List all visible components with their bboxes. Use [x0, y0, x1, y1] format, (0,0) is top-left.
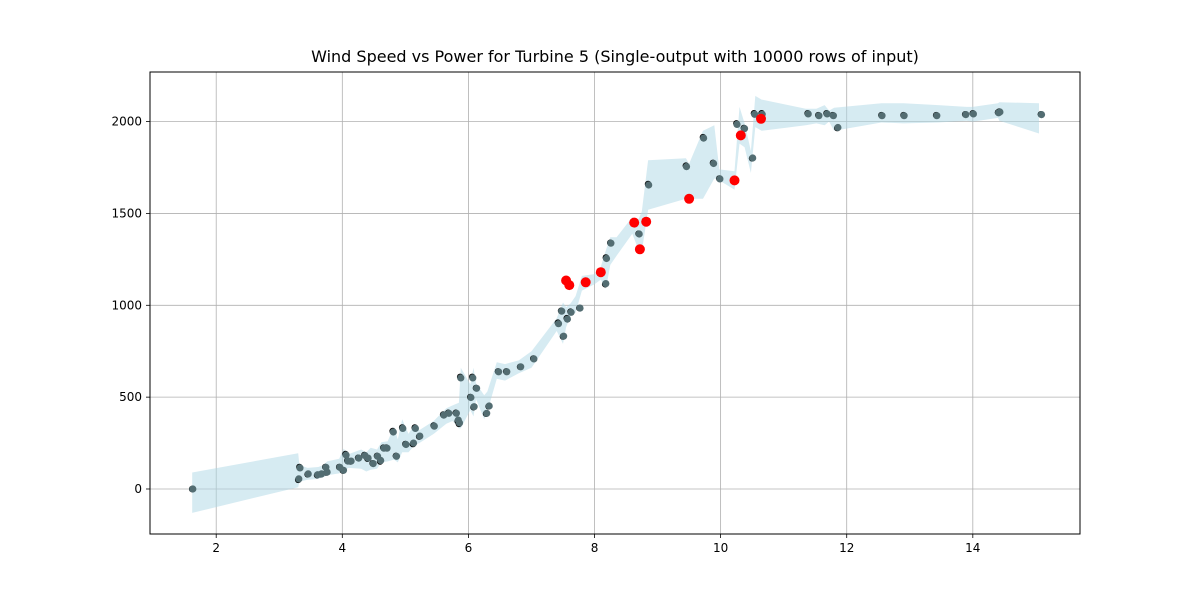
- x-tick-label: 8: [591, 541, 599, 555]
- highlight-point: [684, 193, 695, 204]
- predicted-point: [383, 444, 391, 452]
- highlight-point: [595, 267, 606, 278]
- predicted-point: [829, 112, 838, 120]
- predicted-point: [347, 457, 355, 465]
- predicted-point: [342, 451, 350, 459]
- predicted-point: [969, 110, 978, 118]
- x-tick-label: 2: [212, 541, 220, 555]
- predicted-point: [470, 403, 478, 411]
- predicted-point: [399, 424, 407, 432]
- predicted-point: [402, 440, 410, 449]
- x-tick-label: 6: [465, 541, 473, 555]
- predicted-point: [445, 409, 453, 417]
- predicted-point: [317, 470, 326, 478]
- predicted-point: [682, 163, 691, 171]
- x-tick-label: 10: [713, 541, 728, 555]
- predicted-point: [878, 112, 886, 120]
- highlight-point: [629, 217, 640, 228]
- highlight-point: [729, 175, 740, 186]
- highlight-point: [634, 244, 645, 255]
- predicted-point: [295, 475, 303, 483]
- predicted-point: [503, 368, 511, 376]
- predicted-point: [602, 280, 610, 288]
- predicted-point: [563, 315, 572, 323]
- predicted-point: [416, 432, 424, 440]
- predicted-point: [457, 374, 465, 382]
- predicted-point: [392, 452, 401, 460]
- y-tick-label: 1000: [111, 298, 142, 312]
- predicted-point: [700, 134, 708, 142]
- plot-frame: [149, 71, 1081, 535]
- highlight-point: [564, 280, 575, 291]
- predicted-point: [996, 108, 1004, 116]
- predicted-point: [576, 304, 584, 312]
- y-tick-label: 0: [134, 482, 142, 496]
- predicted-point: [530, 355, 538, 363]
- predicted-point: [733, 120, 741, 128]
- y-tick-label: 1500: [111, 206, 142, 220]
- predicted-point: [554, 320, 563, 328]
- predicted-point: [804, 110, 812, 118]
- highlight-point: [735, 130, 746, 141]
- band-layer: [192, 95, 1039, 513]
- predicted-point: [473, 384, 481, 392]
- predicted-point: [1037, 111, 1046, 119]
- predicted-point: [815, 112, 823, 120]
- predicted-point: [409, 439, 418, 447]
- predicted-point: [452, 409, 460, 417]
- y-tick-label: 500: [119, 390, 142, 404]
- predicted-point: [455, 419, 464, 427]
- predicted-point: [517, 363, 525, 371]
- predicted-point: [962, 111, 970, 119]
- predicted-point: [716, 175, 724, 183]
- highlight-point: [756, 113, 766, 124]
- predicted-point: [430, 422, 438, 430]
- predicted-point: [749, 154, 757, 162]
- predicted-point: [304, 470, 312, 478]
- predicted-point: [369, 460, 377, 468]
- predicted-point: [740, 125, 749, 133]
- predicted-point: [323, 468, 331, 476]
- predicted-point: [377, 456, 385, 465]
- predicted-point: [900, 112, 908, 120]
- predicted-point: [560, 332, 568, 340]
- predicted-point: [933, 112, 941, 120]
- predicted-point: [567, 308, 575, 316]
- predicted-point: [411, 424, 419, 432]
- x-tick-label: 12: [839, 541, 854, 555]
- x-tick-label: 4: [338, 541, 346, 555]
- predicted-point: [189, 485, 197, 493]
- axes-layer: 2 4 6 8 10 12 14 0 500 1000 1500 2000: [111, 71, 1081, 555]
- predicted-point: [467, 393, 475, 402]
- x-tick-label: 14: [965, 541, 980, 555]
- predicted-point: [296, 464, 304, 472]
- predicted-point: [364, 454, 372, 462]
- predicted-point: [558, 307, 566, 315]
- predicted-point: [355, 454, 363, 462]
- predicted-point: [751, 110, 759, 118]
- highlight-point: [641, 216, 652, 227]
- predicted-point: [339, 466, 348, 474]
- predicted-point: [607, 239, 615, 247]
- predicted-point: [483, 409, 491, 417]
- predicted-point: [389, 428, 397, 436]
- chart-title: Wind Speed vs Power for Turbine 5 (Singl…: [311, 47, 919, 66]
- predicted-point: [635, 230, 643, 238]
- predicted-point: [485, 402, 493, 410]
- predicted-point: [602, 254, 611, 263]
- confidence-band: [192, 95, 1039, 513]
- y-tick-label: 2000: [111, 115, 142, 129]
- predicted-point: [834, 123, 842, 132]
- predicted-point: [710, 159, 718, 168]
- predicted-point: [823, 110, 831, 118]
- predicted-point: [469, 374, 477, 382]
- points-layer: [188, 108, 1046, 493]
- predicted-point: [645, 181, 653, 189]
- predicted-point: [495, 368, 503, 376]
- highlight-point: [580, 277, 591, 288]
